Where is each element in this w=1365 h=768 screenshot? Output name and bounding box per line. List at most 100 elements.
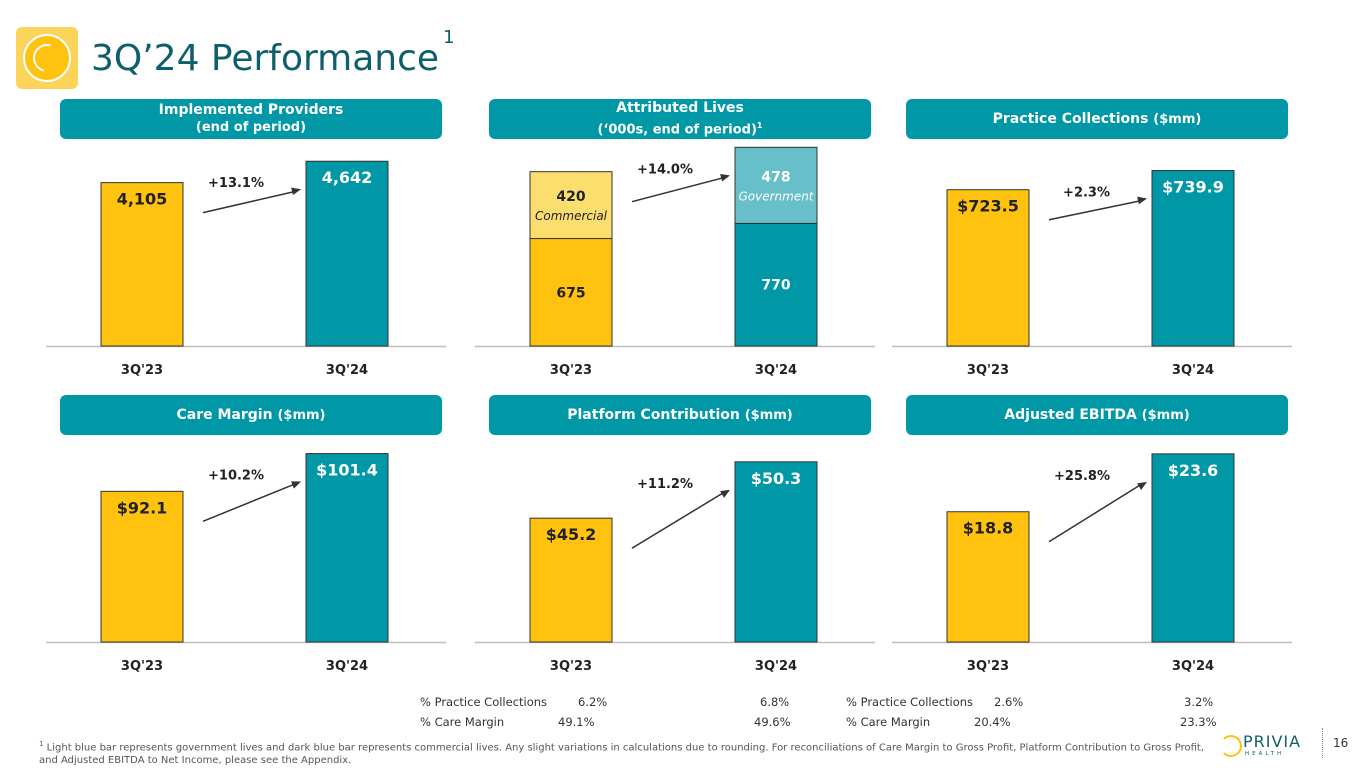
x-tick-label: 3Q'24 — [755, 363, 797, 378]
bar — [1151, 170, 1235, 347]
growth-label: +10.2% — [208, 469, 264, 484]
footnote-marker: 1 — [39, 740, 44, 748]
lives-chart: 675 420 Commercial 770 478 Government 3Q'23 3Q'… — [475, 146, 875, 378]
ebitda-metrics: % Practice Collections 2.6% 3.2% % Care … — [846, 695, 1246, 735]
platform-chart: $45.2 $50.3 3Q'23 3Q'24 +11.2% — [475, 461, 875, 674]
growth-label: +13.1% — [208, 176, 264, 191]
bar — [305, 160, 389, 347]
bar — [100, 182, 184, 347]
growth-arrow-line — [202, 482, 297, 523]
x-tick-label: 3Q'23 — [550, 363, 592, 378]
x-tick-label: 3Q'23 — [550, 659, 592, 674]
growth-arrow-line — [202, 190, 297, 214]
x-tick-label: 3Q'24 — [326, 363, 368, 378]
growth-arrow-head — [1137, 481, 1147, 490]
metric-value: 6.2% — [578, 695, 608, 709]
panel-unit: ($mm) — [744, 407, 793, 423]
panel-title: Attributed Lives — [616, 99, 744, 116]
privia-health-logo: PRIVIA HEALTH — [1220, 732, 1315, 760]
segment-note: Government — [738, 189, 814, 203]
metric-value: 3.2% — [1184, 695, 1214, 709]
growth-label: +14.0% — [637, 162, 693, 177]
data-label: 675 — [556, 285, 585, 301]
segment-note: Commercial — [535, 209, 608, 223]
data-label: 770 — [761, 278, 790, 294]
data-label: $101.4 — [316, 461, 378, 480]
page-number: 16 — [1333, 736, 1349, 750]
ebitda-chart: $18.8 $23.6 3Q'23 3Q'24 +25.8% — [892, 453, 1292, 674]
data-label: $739.9 — [1162, 178, 1224, 197]
bar — [529, 517, 613, 643]
data-label: $92.1 — [117, 498, 168, 517]
metric-value: 20.4% — [974, 715, 1011, 729]
panel-unit: ($mm) — [1141, 407, 1190, 423]
x-tick-label: 3Q'24 — [326, 659, 368, 674]
data-label: $23.6 — [1168, 461, 1219, 480]
growth-arrow-line — [631, 491, 726, 549]
metric-value: 49.1% — [558, 715, 595, 729]
panel-care-margin: Care Margin ($mm) $92.1 $101.4 3Q'23 3Q'24 +… — [46, 395, 446, 685]
x-tick-label: 3Q'24 — [1172, 659, 1214, 674]
subtitle-footnote-marker: 1 — [756, 120, 763, 130]
growth-label: +25.8% — [1054, 469, 1110, 484]
x-tick-label: 3Q'23 — [121, 363, 163, 378]
panel-header: Implemented Providers (end of period) — [60, 99, 442, 139]
data-label: $18.8 — [963, 519, 1014, 538]
data-label: 4,105 — [117, 190, 168, 209]
metric-value: 49.6% — [754, 715, 791, 729]
data-label: $45.2 — [546, 525, 597, 544]
panel-title: Adjusted EBITDA ($mm) — [1004, 406, 1190, 423]
metric-label: % Care Margin — [420, 715, 505, 729]
sun-icon — [23, 34, 71, 82]
bar — [305, 453, 389, 643]
brand-name: PRIVIA — [1243, 732, 1302, 751]
metric-label: % Practice Collections — [420, 695, 548, 709]
x-tick-label: 3Q'23 — [121, 659, 163, 674]
panel-title: Platform Contribution ($mm) — [567, 406, 793, 423]
bar — [946, 511, 1030, 643]
panel-providers: Implemented Providers (end of period) 4,… — [46, 99, 446, 389]
panel-header: Adjusted EBITDA ($mm) — [906, 395, 1288, 435]
metric-value: 2.6% — [994, 695, 1024, 709]
brand-sub: HEALTH — [1245, 751, 1285, 757]
panel-header: Practice Collections ($mm) — [906, 99, 1288, 139]
growth-arrow-head — [1137, 196, 1147, 205]
metric-label: % Care Margin — [846, 715, 931, 729]
growth-arrow-line — [1048, 483, 1143, 543]
platform-metrics: % Practice Collections 6.2% 6.8% % Care … — [420, 695, 810, 735]
footer-divider — [1322, 728, 1323, 758]
title-footnote-marker: 1 — [443, 27, 455, 48]
growth-label: +11.2% — [637, 477, 693, 492]
growth-arrow-head — [720, 489, 730, 498]
panel-title: Implemented Providers — [158, 102, 344, 118]
panel-platform: Platform Contribution ($mm) $45.2 $50.3 3Q… — [475, 395, 875, 685]
metric-value: 6.8% — [760, 695, 790, 709]
growth-arrow-head — [291, 187, 301, 196]
page-title: 3Q’24 Performance1 — [91, 27, 455, 79]
care-margin-chart: $92.1 $101.4 3Q'23 3Q'24 +10.2% — [46, 453, 446, 674]
data-label: 478 — [761, 169, 790, 185]
panel-header: Attributed Lives (‘000s, end of period)1 — [489, 99, 871, 139]
x-tick-label: 3Q'24 — [1172, 363, 1214, 378]
panel-subtitle: (‘000s, end of period)1 — [597, 120, 763, 138]
data-label: 4,642 — [322, 168, 373, 187]
bar — [1151, 453, 1235, 643]
growth-label: +2.3% — [1063, 186, 1110, 201]
collections-chart: $723.5 $739.9 3Q'23 3Q'24 +2.3% — [892, 170, 1292, 378]
growth-arrow-head — [720, 173, 730, 182]
panel-header: Platform Contribution ($mm) — [489, 395, 871, 435]
panel-unit: ($mm) — [1153, 111, 1202, 127]
ring-icon — [1220, 735, 1242, 757]
company-logo — [16, 27, 78, 89]
data-label: $723.5 — [957, 197, 1019, 216]
panel-subtitle: (end of period) — [195, 120, 307, 135]
metric-value: 23.3% — [1180, 715, 1217, 729]
bar — [946, 189, 1030, 347]
panel-ebitda: Adjusted EBITDA ($mm) $18.8 $23.6 3Q'23 3Q'… — [892, 395, 1292, 685]
growth-arrow-line — [1048, 199, 1143, 221]
panel-lives: Attributed Lives (‘000s, end of period)1… — [475, 99, 875, 389]
growth-arrow-head — [291, 481, 301, 489]
footnote: 1 Light blue bar represents government l… — [39, 740, 1204, 767]
bar-government — [734, 146, 818, 224]
bar — [734, 461, 818, 643]
